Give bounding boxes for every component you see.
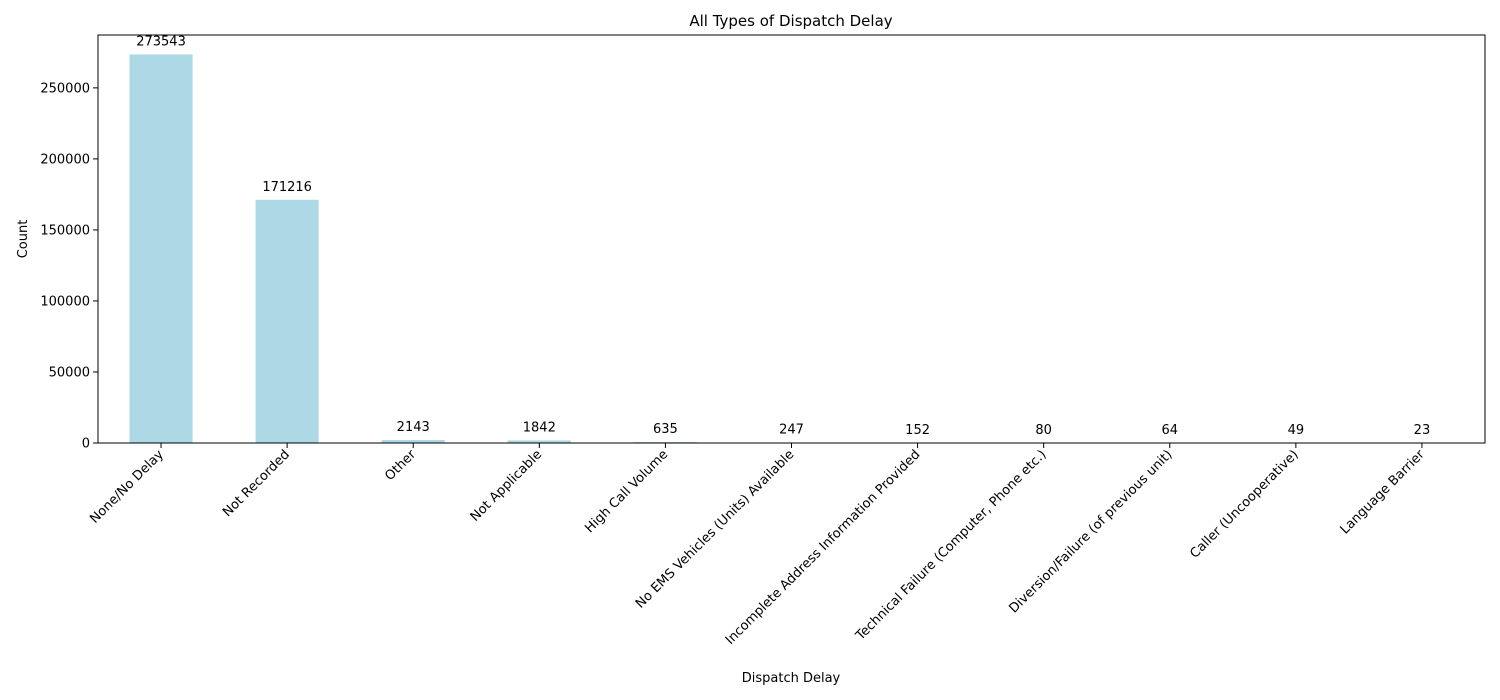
plot-frame (97, 34, 1486, 444)
bar-value-label: 49 (1288, 423, 1305, 438)
value-labels-group: 273543 171216 2143 1842 635 247 152 80 64 49 23 (136, 34, 1430, 438)
x-tick-label: Not Recorded (220, 447, 293, 520)
bar-value-label: 80 (1035, 423, 1052, 438)
bar-value-label: 635 (653, 422, 678, 437)
y-tick-label: 150000 (40, 223, 90, 238)
x-tick-label: High Call Volume (582, 447, 671, 536)
y-tick-label: 250000 (40, 81, 90, 96)
bar (255, 199, 319, 443)
bar-value-label: 23 (1414, 423, 1431, 438)
bar-value-label: 171216 (262, 180, 312, 195)
y-axis-label: Count (16, 220, 31, 259)
bar-value-label: 273543 (136, 34, 186, 49)
bar (507, 440, 571, 443)
bar-value-label: 247 (779, 423, 804, 438)
bar-value-label: 152 (905, 423, 930, 438)
x-tick-label: Not Applicable (468, 447, 545, 524)
bars-group (129, 54, 1454, 443)
bar (129, 54, 193, 443)
y-tick-label: 200000 (40, 152, 90, 167)
x-tick-label: Other (382, 447, 419, 484)
x-tick-label: Caller (Uncooperative) (1187, 447, 1301, 561)
bar (381, 439, 445, 443)
x-axis-label: Dispatch Delay (742, 671, 841, 686)
x-tick-label: Incomplete Address Information Provided (723, 447, 924, 648)
y-tick-label: 100000 (40, 294, 90, 309)
y-tick-label: 0 (82, 437, 90, 452)
bar-value-label: 2143 (397, 420, 430, 435)
bar-value-label: 1842 (523, 420, 556, 435)
chart-title: All Types of Dispatch Delay (689, 12, 892, 30)
y-axis: 0 50000 100000 150000 200000 250000 (40, 81, 98, 452)
x-axis: None/No Delay Not Recorded Other Not Applic… (87, 443, 1428, 648)
y-tick-label: 50000 (49, 365, 90, 380)
bar-value-label: 64 (1161, 423, 1178, 438)
x-tick-label: Language Barrier (1338, 447, 1429, 538)
x-tick-label: None/No Delay (87, 447, 167, 527)
